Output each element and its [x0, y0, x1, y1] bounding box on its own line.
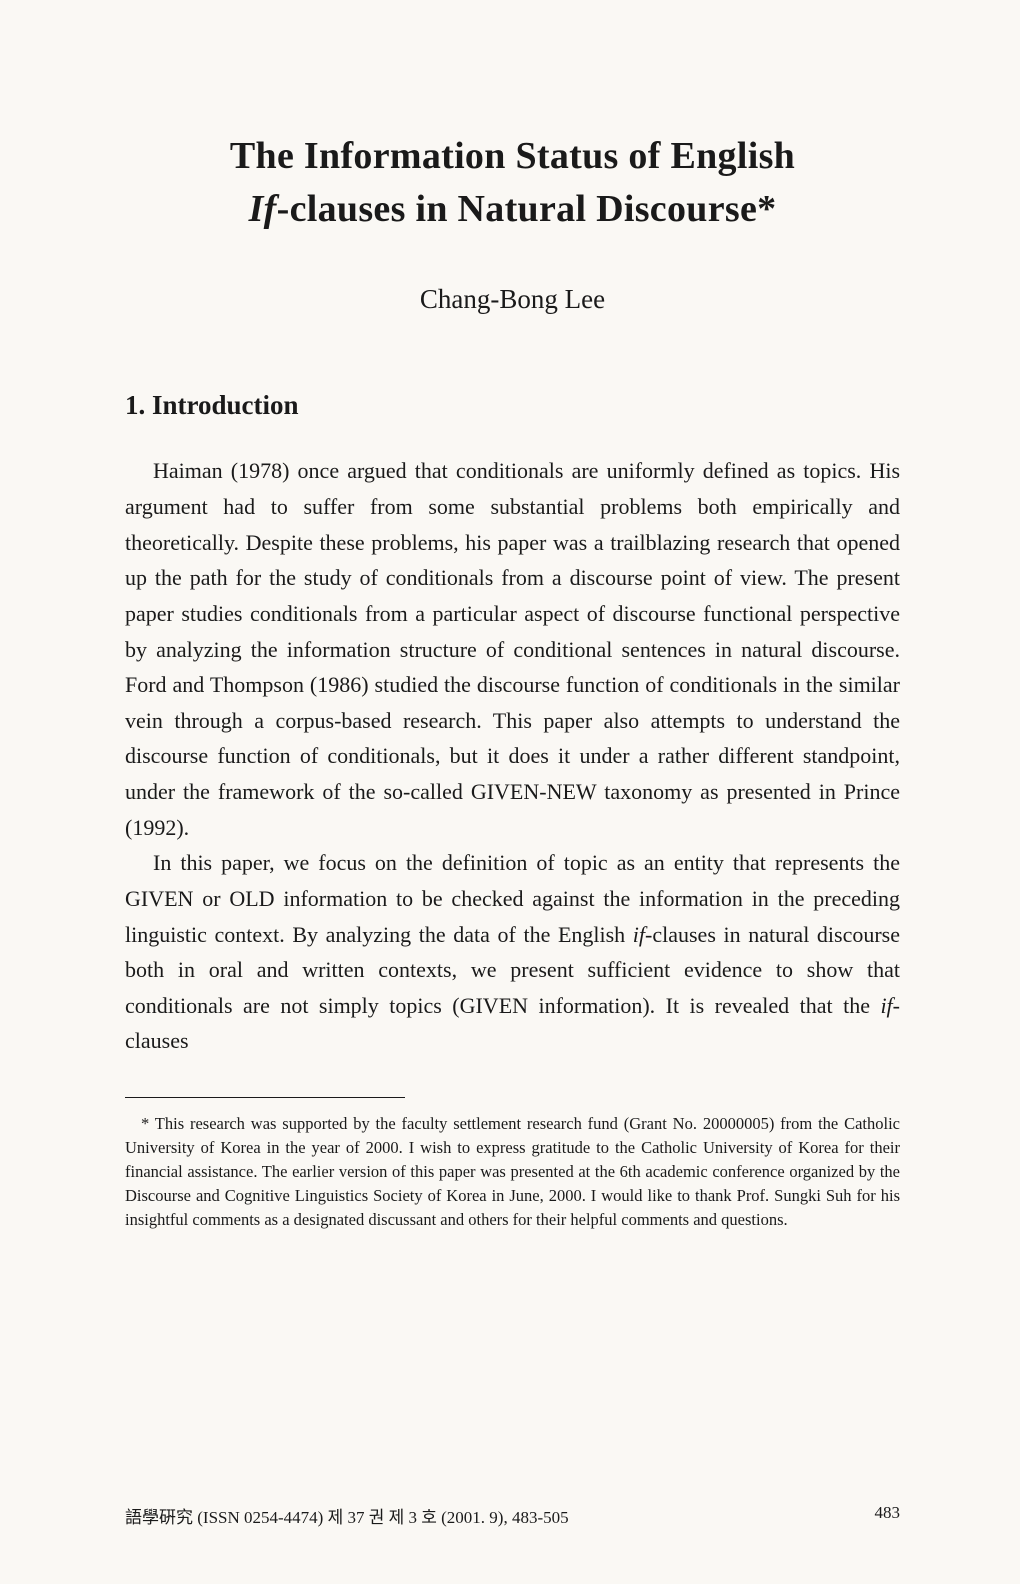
title-line-1: The Information Status of English — [125, 130, 900, 183]
title-block: The Information Status of English If-cla… — [125, 130, 900, 236]
paragraph-2: In this paper, we focus on the definitio… — [125, 845, 900, 1059]
footnote-rule — [125, 1097, 405, 1098]
paragraph-1: Haiman (1978) once argued that condition… — [125, 453, 900, 845]
journal-citation: 語學硏究 (ISSN 0254-4474) 제 37 권 제 3 호 (2001… — [125, 1503, 569, 1528]
page-container: The Information Status of English If-cla… — [0, 0, 1020, 1584]
section-title: Introduction — [152, 390, 299, 420]
page-number: 483 — [875, 1503, 901, 1528]
page-footer: 語學硏究 (ISSN 0254-4474) 제 37 권 제 3 호 (2001… — [125, 1503, 900, 1528]
section-number: 1. — [125, 390, 145, 420]
author-name: Chang-Bong Lee — [125, 284, 900, 315]
footnote-text: * This research was supported by the fac… — [125, 1112, 900, 1232]
title-italic: If — [249, 188, 277, 230]
title-line-2-rest: -clauses in Natural Discourse* — [277, 188, 777, 230]
title-line-2: If-clauses in Natural Discourse* — [125, 183, 900, 236]
section-heading: 1. Introduction — [125, 390, 900, 421]
body-text: Haiman (1978) once argued that condition… — [125, 453, 900, 1059]
p2-italic-1: if — [633, 922, 645, 947]
p2-italic-2: if — [880, 993, 892, 1018]
